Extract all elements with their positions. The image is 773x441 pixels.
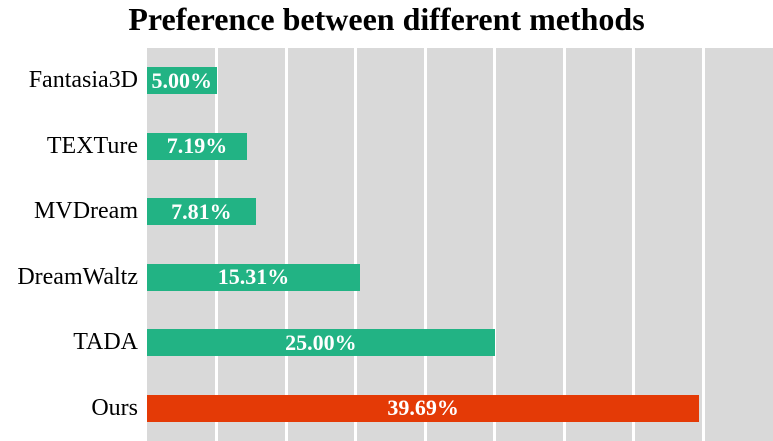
bar-value-label: 7.19% [166, 133, 228, 159]
plot-area: 5.00% 7.19% 7.81% 15.31% 25.00% 39.69% [147, 48, 773, 441]
bar-mvdream: 7.81% [147, 198, 256, 226]
category-label-fantasia3d: Fantasia3D [28, 67, 138, 94]
bar-value-label: 39.69% [387, 395, 459, 421]
bar-value-label: 7.81% [171, 198, 232, 224]
gridline [423, 48, 427, 441]
category-label-tada: TADA [73, 329, 138, 356]
category-label-ours: Ours [91, 394, 138, 421]
category-label-dreamwaltz: DreamWaltz [17, 263, 138, 290]
gridline [701, 48, 705, 441]
bar-ours: 39.69% [147, 394, 700, 422]
category-label-texture: TEXTure [46, 132, 138, 159]
bar-fantasia3d: 5.00% [147, 67, 217, 95]
chart-title: Preference between different methods [128, 1, 645, 37]
bar-dreamwaltz: 15.31% [147, 263, 360, 291]
category-label-mvdream: MVDream [34, 198, 138, 225]
bar-value-label: 15.31% [217, 264, 290, 290]
gridline [632, 48, 636, 441]
gridline [284, 48, 288, 441]
bar-texture: 7.19% [147, 132, 248, 160]
gridline [215, 48, 219, 441]
bar-value-label: 25.00% [285, 329, 357, 355]
category-axis: Fantasia3D TEXTure MVDream DreamWaltz TADA Ou… [0, 48, 138, 441]
bar-value-label: 5.00% [151, 67, 213, 93]
gridline [354, 48, 358, 441]
gridline [493, 48, 497, 441]
bar-tada: 25.00% [147, 329, 495, 357]
gridline [562, 48, 566, 441]
